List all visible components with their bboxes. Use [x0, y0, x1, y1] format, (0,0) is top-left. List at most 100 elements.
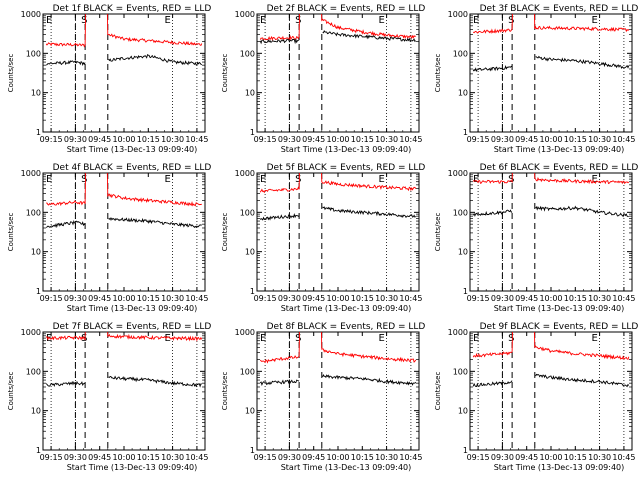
x-tick-label: 09:30 — [491, 135, 514, 144]
lld-series-line — [472, 173, 630, 185]
panel-title: Det 7f BLACK = Events, RED = LLD — [53, 322, 212, 332]
marker-label: E — [260, 174, 266, 185]
x-axis-label: Start Time (13-Dec-13 09:09:40) — [281, 463, 412, 472]
plot-frame — [469, 172, 633, 292]
marker-label: E — [165, 333, 171, 344]
x-tick-label: 10:30 — [375, 453, 398, 462]
x-tick-label: 10:30 — [161, 453, 184, 462]
y-tick-label: 1 — [463, 446, 468, 455]
y-tick-label: 1000 — [235, 169, 255, 178]
y-axis-label: Counts/sec — [7, 213, 15, 252]
x-tick-label: 10:15 — [137, 453, 160, 462]
plot-frame — [42, 13, 206, 133]
y-tick-label: 100 — [240, 208, 255, 217]
y-tick-label: 100 — [26, 49, 41, 58]
events-series-line — [45, 217, 202, 229]
lld-series-line — [472, 332, 630, 360]
y-tick-label: 1000 — [21, 10, 41, 19]
y-tick-label: 1000 — [235, 328, 255, 337]
marker-label: S — [81, 15, 87, 26]
x-tick-label: 09:15 — [467, 294, 490, 303]
x-tick-label: 09:45 — [88, 453, 111, 462]
y-tick-label: 100 — [240, 367, 255, 376]
y-tick-label: 1000 — [21, 169, 41, 178]
y-tick-label: 10 — [458, 407, 468, 416]
marker-label: E — [379, 333, 385, 344]
y-axis-label: Counts/sec — [7, 54, 15, 93]
y-tick-label: 1000 — [448, 328, 468, 337]
y-tick-label: 100 — [26, 208, 41, 217]
x-axis-label: Start Time (13-Dec-13 09:09:40) — [281, 145, 412, 154]
y-axis-label: Counts/sec — [434, 54, 442, 93]
series-group — [472, 332, 630, 388]
y-tick-label: 1000 — [21, 328, 41, 337]
x-tick-label: 10:45 — [612, 294, 635, 303]
x-tick-label: 09:15 — [467, 135, 490, 144]
y-axis-label: Counts/sec — [434, 213, 442, 252]
x-tick-label: 10:45 — [612, 453, 635, 462]
x-tick-label: 09:30 — [491, 294, 514, 303]
x-tick-label: 09:45 — [302, 453, 325, 462]
x-tick-label: 09:15 — [467, 453, 490, 462]
lld-series-line — [259, 173, 417, 194]
x-tick-label: 10:30 — [588, 453, 611, 462]
x-tick-label: 10:15 — [564, 135, 587, 144]
plot-frame — [42, 331, 206, 451]
x-tick-label: 09:45 — [515, 294, 538, 303]
marker-label: E — [260, 333, 266, 344]
marker-label: S — [508, 174, 514, 185]
panel-title: Det 9f BLACK = Events, RED = LLD — [480, 322, 639, 332]
events-series-line — [472, 373, 630, 388]
x-tick-label: 09:45 — [515, 453, 538, 462]
panel-title: Det 3f BLACK = Events, RED = LLD — [480, 4, 639, 14]
y-axis-label: Counts/sec — [221, 372, 229, 411]
marker-label: E — [473, 15, 479, 26]
x-tick-label: 09:15 — [254, 135, 277, 144]
series-group — [259, 14, 417, 45]
marker-label: E — [473, 174, 479, 185]
series-group — [45, 173, 202, 229]
x-tick-label: 09:30 — [64, 135, 87, 144]
x-axis-label: Start Time (13-Dec-13 09:09:40) — [494, 463, 625, 472]
x-tick-label: 10:15 — [564, 294, 587, 303]
y-tick-label: 1 — [463, 128, 468, 137]
series-group — [45, 332, 203, 388]
x-tick-label: 10:30 — [375, 294, 398, 303]
marker-label: E — [165, 174, 171, 185]
events-series-line — [472, 205, 629, 218]
y-tick-label: 10 — [458, 248, 468, 257]
x-tick-label: 10:15 — [351, 294, 374, 303]
marker-label: E — [46, 333, 52, 344]
marker-label: E — [46, 15, 52, 26]
y-tick-label: 1 — [36, 446, 41, 455]
y-tick-label: 10 — [458, 89, 468, 98]
events-series-line — [259, 29, 417, 45]
y-tick-label: 1 — [36, 128, 41, 137]
x-tick-label: 09:45 — [515, 135, 538, 144]
x-tick-label: 10:00 — [112, 294, 135, 303]
x-tick-label: 09:15 — [40, 294, 63, 303]
x-tick-label: 10:00 — [112, 135, 135, 144]
x-tick-label: 10:15 — [351, 135, 374, 144]
y-tick-label: 100 — [453, 208, 468, 217]
y-axis-label: Counts/sec — [221, 54, 229, 93]
marker-label: S — [295, 333, 301, 344]
x-tick-label: 10:45 — [185, 294, 208, 303]
x-tick-label: 10:45 — [185, 453, 208, 462]
series-group — [472, 14, 630, 73]
x-tick-label: 09:30 — [278, 294, 301, 303]
y-tick-label: 100 — [453, 367, 468, 376]
marker-label: S — [295, 15, 301, 26]
series-group — [259, 332, 417, 387]
lld-series-line — [45, 332, 203, 342]
y-tick-label: 10 — [245, 248, 255, 257]
x-tick-label: 09:30 — [491, 453, 514, 462]
lld-series-line — [259, 14, 417, 41]
events-series-line — [45, 53, 202, 66]
marker-label: E — [165, 15, 171, 26]
x-tick-label: 10:30 — [375, 135, 398, 144]
